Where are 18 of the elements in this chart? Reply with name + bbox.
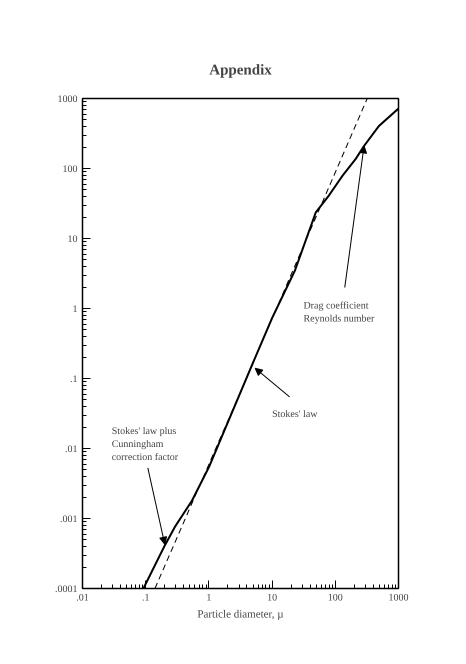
x-tick-label: 1 [206,592,212,604]
annotation: Stokes' law plus Cunningham correction factor [112,426,179,464]
y-tick-label: 100 [62,164,78,175]
x-tick-label: 100 [328,592,343,604]
y-tick-label: .0001 [55,584,78,595]
annotation: Drag coefficient Reynolds number [303,300,375,325]
y-tick-label: 1000 [58,94,78,105]
x-tick-label: 10 [267,592,278,604]
y-tick-label: 1 [72,304,78,315]
y-tick-label: .1 [70,374,78,385]
chart-title: Appendix [209,62,272,78]
annotation: Stokes' law [272,409,318,420]
x-tick-label: .1 [142,592,150,604]
x-axis-title: Particle diameter, µ [197,608,284,620]
x-tick-label: 1000 [388,592,408,604]
y-tick-label: 10 [68,234,78,245]
y-tick-label: .001 [60,514,78,525]
y-tick-label: .01 [65,444,78,455]
